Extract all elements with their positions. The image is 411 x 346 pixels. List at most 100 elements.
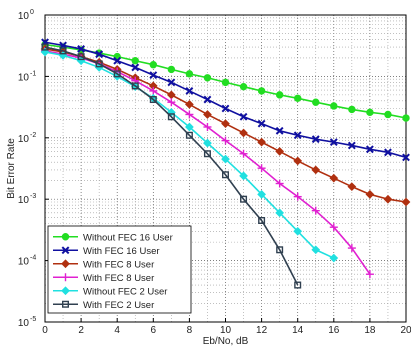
series-point	[312, 98, 320, 106]
y-axis-label: Bit Error Rate	[6, 138, 17, 199]
series-point	[203, 74, 212, 82]
series-point	[149, 96, 157, 104]
legend-marker	[61, 286, 70, 296]
series-point	[294, 94, 302, 102]
legend-marker	[62, 300, 70, 308]
series-point	[131, 82, 139, 90]
series-point	[348, 105, 356, 114]
series-point	[221, 104, 230, 113]
series-point	[59, 47, 67, 55]
legend-label: Without FEC 16 User	[83, 232, 173, 243]
legend-item: Without FEC 16 User	[53, 232, 173, 243]
series-point	[330, 102, 338, 110]
series-point	[185, 87, 194, 95]
series-point	[203, 110, 212, 119]
series-point	[40, 47, 50, 57]
series-point	[77, 53, 85, 61]
series-point	[311, 245, 321, 255]
series-point	[203, 122, 212, 131]
x-tick-label: 0	[42, 325, 48, 336]
legend-box	[47, 225, 192, 314]
y-tick-label: 10	[18, 195, 30, 206]
y-tick-label: 10	[18, 257, 30, 268]
y-tick-exponent: -2	[30, 132, 36, 139]
series-point	[384, 110, 392, 119]
series-point	[347, 141, 356, 150]
series-point	[239, 112, 248, 121]
series-point	[41, 43, 49, 51]
series-6	[41, 43, 302, 289]
series-point	[384, 148, 392, 157]
series-point	[276, 246, 284, 254]
legend: Without FEC 16 User With FEC 16 User With …	[47, 225, 192, 314]
legend-item: With FEC 8 User	[53, 273, 154, 284]
series-point	[365, 189, 375, 199]
legend-label: With FEC 16 User	[83, 246, 160, 257]
series-point	[203, 150, 211, 158]
x-tick-label: 4	[114, 325, 120, 336]
y-tick-exponent: -4	[30, 255, 36, 262]
series-point	[365, 270, 374, 279]
series-point	[185, 70, 194, 78]
series-point	[383, 194, 393, 204]
series-point	[294, 281, 302, 289]
legend-marker	[61, 233, 70, 241]
series-point	[95, 60, 103, 68]
series-point	[203, 95, 212, 104]
series-group	[40, 38, 411, 289]
series-point	[329, 223, 338, 232]
series-2	[41, 38, 410, 162]
legend-label: With FEC 2 User	[83, 300, 154, 311]
series-point	[95, 50, 104, 59]
y-tick-exponent: -5	[30, 316, 36, 323]
legend-marker	[61, 246, 70, 255]
series-point	[149, 61, 158, 69]
series-point	[258, 216, 266, 224]
series-point	[257, 189, 266, 199]
series-point	[185, 131, 193, 139]
series-point	[329, 173, 339, 183]
legend-item: Without FEC 2 User	[53, 286, 167, 297]
series-point	[149, 71, 158, 80]
series-point	[131, 57, 139, 65]
series-point	[402, 153, 410, 162]
series-point	[167, 78, 176, 87]
series-point	[185, 100, 194, 109]
x-tick-label: 20	[400, 325, 411, 336]
series-point	[149, 86, 158, 95]
series-point	[311, 206, 320, 215]
series-5	[40, 47, 339, 263]
series-point	[185, 110, 194, 119]
series-point	[221, 78, 230, 87]
legend-item: With FEC 2 User	[53, 300, 154, 311]
series-point	[240, 195, 248, 203]
y-tick-exponent: -1	[30, 70, 36, 77]
series-point	[275, 126, 284, 135]
series-point	[311, 135, 320, 144]
series-point	[275, 147, 285, 156]
x-tick-label: 14	[292, 325, 304, 336]
series-point	[239, 128, 248, 138]
series-point	[185, 122, 194, 132]
series-point	[239, 82, 248, 91]
legend-label: Without FEC 2 User	[83, 286, 167, 297]
x-tick-label: 10	[220, 325, 232, 336]
series-point	[167, 113, 175, 121]
y-tick-label: 10	[18, 318, 30, 329]
series-point	[257, 164, 266, 173]
series-point	[257, 87, 266, 95]
y-tick-label: 10	[18, 134, 30, 145]
legend-item: With FEC 8 User	[53, 259, 154, 270]
series-point	[365, 145, 374, 154]
legend-item: With FEC 16 User	[53, 246, 160, 257]
series-point	[257, 137, 266, 147]
series-point	[329, 138, 338, 147]
series-point	[221, 154, 230, 164]
x-tick-label: 12	[256, 325, 268, 336]
x-axis-label: Eb/No, dB	[203, 336, 249, 346]
series-point	[329, 253, 339, 263]
series-point	[257, 119, 266, 128]
series-point	[77, 45, 86, 53]
